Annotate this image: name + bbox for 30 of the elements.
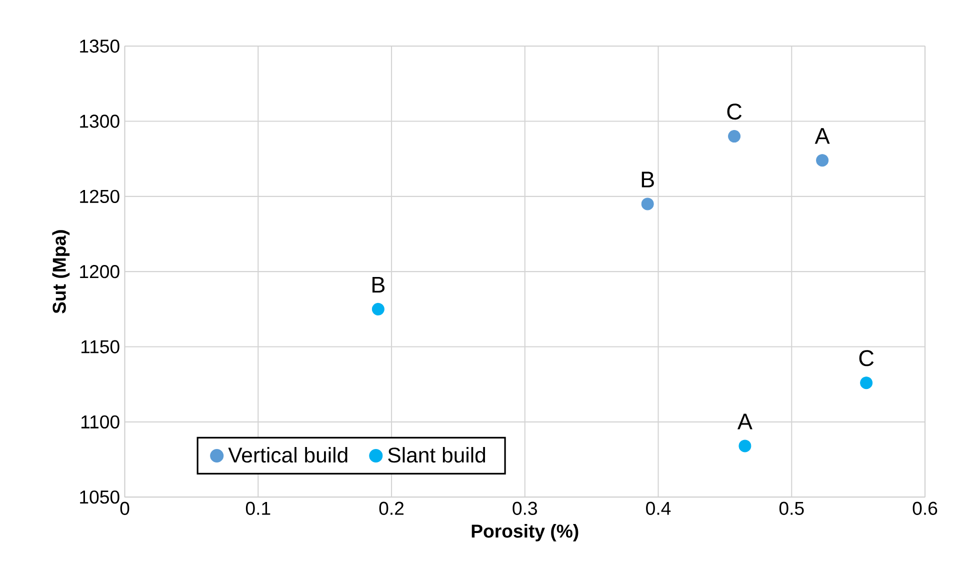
annotation: B xyxy=(372,276,385,293)
legend-label: Vertical build xyxy=(228,447,348,463)
x-tick-label: 0 xyxy=(120,502,130,515)
x-axis-title: Porosity (%) xyxy=(472,524,578,542)
x-tick-label: 0.2 xyxy=(379,502,404,515)
point xyxy=(738,440,752,452)
legend-label: Slant build xyxy=(388,447,486,463)
y-tick-label: 1050 xyxy=(80,490,120,504)
y-tick-label: 1200 xyxy=(80,264,120,278)
point xyxy=(641,198,654,210)
x-tick-label: 0.5 xyxy=(779,502,804,515)
y-tick-label: 1300 xyxy=(80,114,120,128)
annotation: C xyxy=(859,350,874,366)
y-tick-label: 1150 xyxy=(81,340,120,354)
x-tick-label: 0.3 xyxy=(512,502,537,515)
annotation: C xyxy=(727,104,742,120)
annotation: A xyxy=(737,414,752,430)
y-axis-title: Sut (Mpa) xyxy=(52,230,70,314)
x-tick-label: 0.1 xyxy=(246,502,270,515)
annotation: B xyxy=(642,172,654,188)
x-tick-label: 0.6 xyxy=(912,502,938,515)
point xyxy=(372,302,384,316)
point xyxy=(728,130,741,143)
y-tick-label: 1350 xyxy=(80,40,120,53)
annotation: A xyxy=(814,128,830,144)
point xyxy=(816,154,829,167)
point xyxy=(860,376,873,390)
x-tick-label: 0.4 xyxy=(646,502,671,515)
y-tick-label: 1250 xyxy=(80,190,120,204)
y-tick-label: 1100 xyxy=(81,415,120,429)
